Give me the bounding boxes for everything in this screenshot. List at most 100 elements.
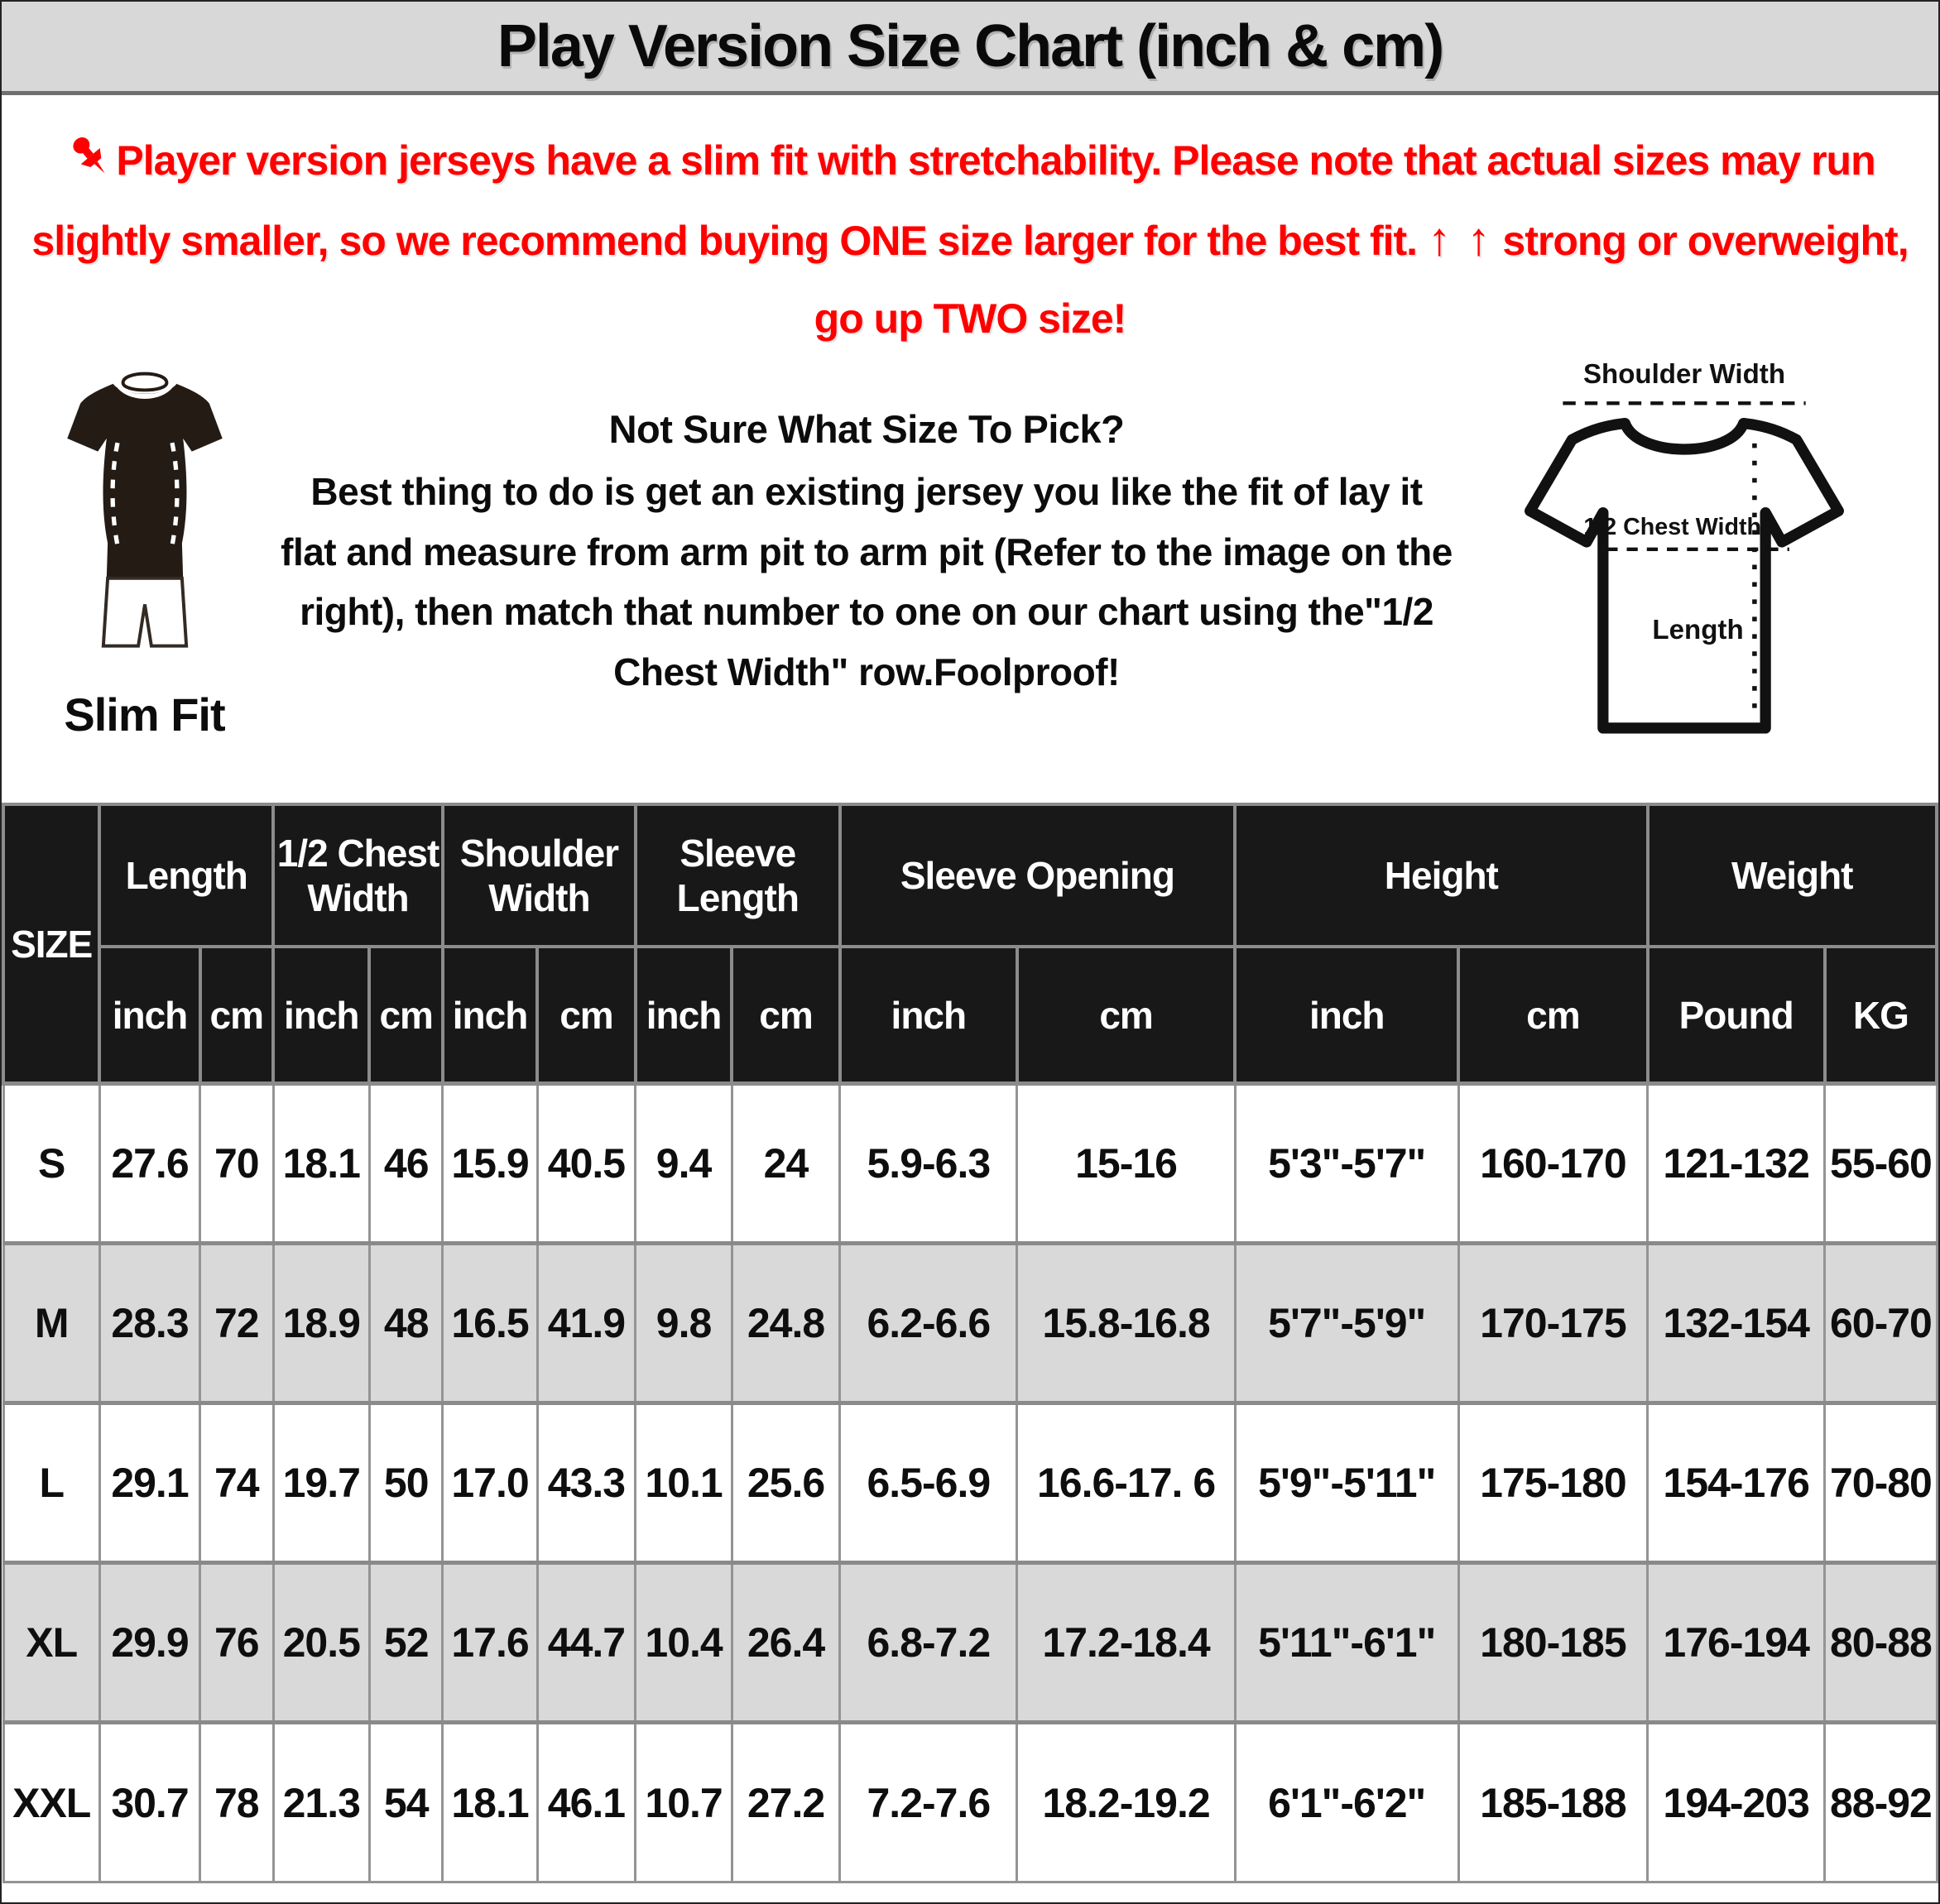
- value-cell: 5'7"-5'9": [1233, 1241, 1460, 1405]
- value-cell: 15-16: [1016, 1081, 1237, 1245]
- value-cell: 18.1: [271, 1081, 371, 1245]
- unit-header: cm: [367, 944, 444, 1086]
- value-cell: 76: [199, 1561, 275, 1724]
- table-row: M 28.3 72 18.9 48 16.5 41.9 9.8 24.8 6.2-6.6 15.8-…: [2, 1241, 1938, 1405]
- value-cell: 18.2-19.2: [1016, 1720, 1237, 1884]
- slim-fit-figure: Slim Fit: [47, 371, 242, 742]
- value-cell: 29.9: [98, 1561, 202, 1724]
- value-cell: 27.2: [730, 1720, 842, 1884]
- value-cell: 70: [199, 1081, 275, 1245]
- value-cell: 10.1: [634, 1401, 733, 1565]
- value-cell: 6.2-6.6: [838, 1241, 1019, 1405]
- value-cell: 24.8: [730, 1241, 842, 1405]
- value-cell: 54: [367, 1720, 444, 1884]
- size-table-body: S 27.6 70 18.1 46 15.9 40.5 9.4 24 5.9-6.3 15-16 5'…: [2, 1081, 1938, 1884]
- size-table: SIZE Length 1/2 Chest Width Shoulder Width S…: [2, 802, 1938, 1884]
- group-header: 1/2 Chest Width: [271, 802, 444, 948]
- value-cell: 15.9: [441, 1081, 539, 1245]
- value-cell: 74: [199, 1401, 275, 1565]
- unit-header: inch: [1233, 944, 1461, 1086]
- value-cell: 43.3: [535, 1401, 637, 1565]
- unit-header: cm: [730, 944, 842, 1086]
- value-cell: 176-194: [1646, 1561, 1827, 1724]
- value-cell: 17.6: [441, 1561, 539, 1724]
- size-cell: S: [2, 1081, 101, 1245]
- value-cell: 6.5-6.9: [838, 1401, 1019, 1565]
- unit-header: inch: [633, 944, 734, 1086]
- group-header: Weight: [1645, 802, 1938, 948]
- value-cell: 5'9"-5'11": [1233, 1401, 1460, 1565]
- value-cell: 185-188: [1457, 1720, 1649, 1884]
- value-cell: 48: [367, 1241, 444, 1405]
- value-cell: 21.3: [271, 1720, 371, 1884]
- unit-header: inch: [440, 944, 540, 1086]
- value-cell: 41.9: [535, 1241, 637, 1405]
- unit-header: cm: [1457, 944, 1649, 1086]
- unit-header: inch: [98, 944, 202, 1086]
- value-cell: 16.6-17. 6: [1016, 1401, 1237, 1565]
- table-row: L 29.1 74 19.7 50 17.0 43.3 10.1 25.6 6.5-6.9 16.6…: [2, 1401, 1938, 1565]
- value-cell: 19.7: [271, 1401, 371, 1565]
- value-cell: 180-185: [1457, 1561, 1649, 1724]
- value-cell: 10.4: [634, 1561, 733, 1724]
- value-cell: 5.9-6.3: [838, 1081, 1019, 1245]
- value-cell: 52: [367, 1561, 444, 1724]
- size-column-header: SIZE: [2, 802, 102, 1086]
- unit-header: inch: [838, 944, 1019, 1086]
- tshirt-measure-icon: Shoulder Width 1/2 Chest Width Length: [1525, 359, 1844, 734]
- value-cell: 88-92: [1823, 1720, 1938, 1884]
- size-help-body: Best thing to do is get an existing jers…: [281, 470, 1453, 694]
- value-cell: 154-176: [1646, 1401, 1827, 1565]
- unit-header: cm: [535, 944, 637, 1086]
- value-cell: 16.5: [441, 1241, 539, 1405]
- value-cell: 28.3: [98, 1241, 202, 1405]
- value-cell: 44.7: [535, 1561, 637, 1724]
- value-cell: 9.4: [634, 1081, 733, 1245]
- value-cell: 17.0: [441, 1401, 539, 1565]
- title-bar: Play Version Size Chart (inch & cm): [2, 2, 1938, 95]
- fit-notice: Player version jerseys have a slim fit w…: [2, 95, 1938, 356]
- diagram-shoulder-label: Shoulder Width: [1583, 359, 1785, 390]
- value-cell: 18.9: [271, 1241, 371, 1405]
- size-help-heading: Not Sure What Size To Pick?: [608, 406, 1125, 451]
- value-cell: 160-170: [1457, 1081, 1649, 1245]
- value-cell: 40.5: [535, 1081, 637, 1245]
- unit-header: cm: [1015, 944, 1237, 1086]
- diagram-length-label: Length: [1652, 615, 1743, 645]
- value-cell: 25.6: [730, 1401, 842, 1565]
- fit-guide-section: Slim Fit Not Sure What Size To Pick? Bes…: [2, 356, 1938, 803]
- value-cell: 121-132: [1646, 1081, 1827, 1245]
- table-row: XXL 30.7 78 21.3 54 18.1 46.1 10.7 27.2 7.2-7.6 18…: [2, 1720, 1938, 1884]
- value-cell: 5'11"-6'1": [1233, 1561, 1460, 1724]
- value-cell: 29.1: [98, 1401, 202, 1565]
- group-header: Sleeve Length: [633, 802, 842, 948]
- table-row: XL 29.9 76 20.5 52 17.6 44.7 10.4 26.4 6.8-7.2 17.…: [2, 1561, 1938, 1724]
- size-table-head: SIZE Length 1/2 Chest Width Shoulder Width S…: [2, 802, 1938, 1086]
- table-row: S 27.6 70 18.1 46 15.9 40.5 9.4 24 5.9-6.3 15-16 5'…: [2, 1081, 1938, 1245]
- value-cell: 27.6: [98, 1081, 202, 1245]
- group-header: Length: [98, 802, 276, 948]
- value-cell: 10.7: [634, 1720, 733, 1884]
- up-arrows-icon: ↑ ↑: [1427, 213, 1492, 265]
- value-cell: 15.8-16.8: [1016, 1241, 1237, 1405]
- value-cell: 78: [199, 1720, 275, 1884]
- size-cell: XXL: [2, 1720, 101, 1884]
- value-cell: 6.8-7.2: [838, 1561, 1019, 1724]
- value-cell: 175-180: [1457, 1401, 1649, 1565]
- slim-fit-icon: [66, 372, 223, 648]
- value-cell: 55-60: [1823, 1081, 1938, 1245]
- value-cell: 70-80: [1823, 1401, 1938, 1565]
- value-cell: 20.5: [271, 1561, 371, 1724]
- group-header: Sleeve Opening: [838, 802, 1237, 948]
- size-cell: L: [2, 1401, 101, 1565]
- value-cell: 30.7: [98, 1720, 202, 1884]
- value-cell: 5'3"-5'7": [1233, 1081, 1460, 1245]
- value-cell: 194-203: [1646, 1720, 1827, 1884]
- measure-diagram: Shoulder Width 1/2 Chest Width Length: [1515, 356, 1853, 757]
- value-cell: 132-154: [1646, 1241, 1827, 1405]
- value-cell: 46.1: [535, 1720, 637, 1884]
- value-cell: 17.2-18.4: [1016, 1561, 1237, 1724]
- unit-header: cm: [198, 944, 276, 1086]
- diagram-chest-label: 1/2 Chest Width: [1583, 514, 1761, 540]
- notice-text-tail: strong or overweight, go up TWO size!: [814, 218, 1909, 342]
